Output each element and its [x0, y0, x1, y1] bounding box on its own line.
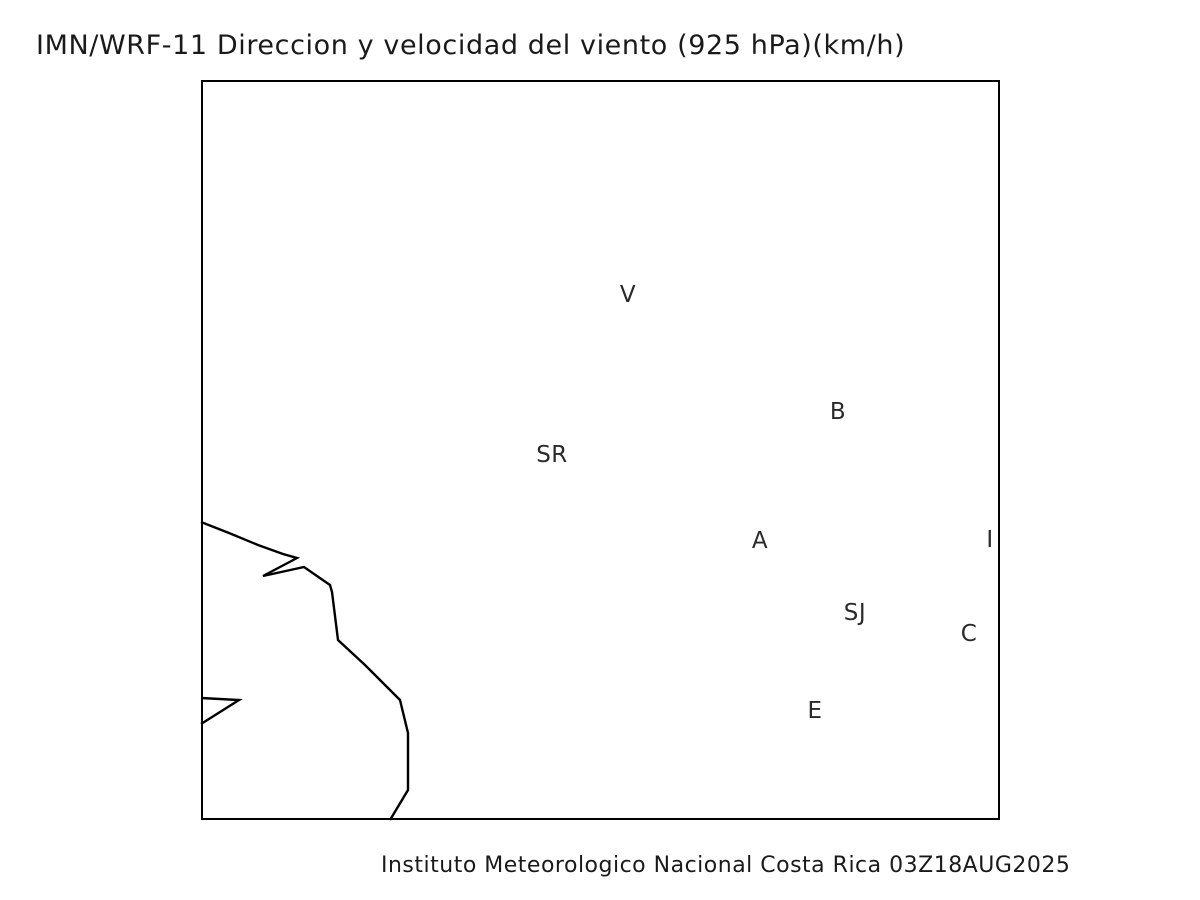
station-label-i: I — [986, 527, 994, 553]
station-label-sj: SJ — [843, 600, 867, 626]
footer-credit: Instituto Meteorologico Nacional Costa R… — [381, 853, 1071, 878]
station-label-a: A — [751, 528, 769, 554]
station-label-sr: SR — [536, 442, 568, 468]
map-plot-frame — [201, 80, 1000, 820]
station-label-b: B — [829, 399, 847, 425]
station-label-e: E — [807, 698, 823, 724]
station-label-c: C — [960, 621, 978, 647]
station-label-v: V — [619, 282, 637, 308]
page-title: IMN/WRF-11 Direccion y velocidad del vie… — [36, 30, 906, 61]
